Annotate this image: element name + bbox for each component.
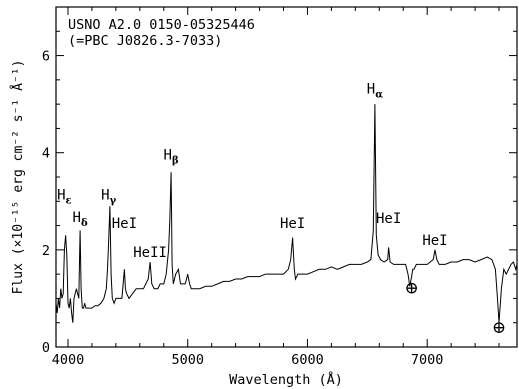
x-tick-label: 7000 — [411, 352, 444, 368]
line-label: Hβ — [164, 148, 179, 167]
line-label: Hα — [367, 81, 383, 100]
telluric-marker: ⊕ — [405, 279, 419, 299]
line-label: HeI — [112, 216, 137, 232]
line-label: HeI — [422, 233, 447, 249]
telluric-marker: ⊕ — [492, 318, 506, 338]
y-tick-label: 0 — [42, 340, 50, 356]
axis-tick-labels: 4000 5000 6000 7000 0 2 4 6 — [42, 49, 444, 368]
line-label: HeI — [280, 216, 305, 232]
axis-ticks — [56, 7, 517, 348]
x-axis-label: Wavelength (Å) — [229, 371, 343, 388]
y-tick-label: 2 — [42, 243, 50, 259]
line-label: HeII — [133, 245, 167, 261]
chart-title-line-1: USNO A2.0 0150-05325446 — [68, 17, 255, 33]
y-tick-label: 4 — [42, 146, 50, 162]
x-tick-label: 4000 — [52, 352, 85, 368]
spectrum-series-line — [55, 104, 518, 323]
y-tick-label: 6 — [42, 49, 50, 65]
line-label: Hγ — [101, 187, 116, 206]
y-axis-label: Flux (×10⁻¹⁵ erg cm⁻² s⁻¹ Å⁻¹) — [10, 60, 26, 295]
x-tick-label: 6000 — [291, 352, 324, 368]
line-label: Hε — [57, 187, 72, 206]
x-tick-label: 5000 — [171, 352, 204, 368]
line-label: Hδ — [73, 210, 88, 229]
line-label: HeI — [376, 211, 401, 227]
plot-frame — [55, 6, 518, 348]
chart-title-line-2: (=PBC J0826.3-7033) — [68, 33, 222, 49]
